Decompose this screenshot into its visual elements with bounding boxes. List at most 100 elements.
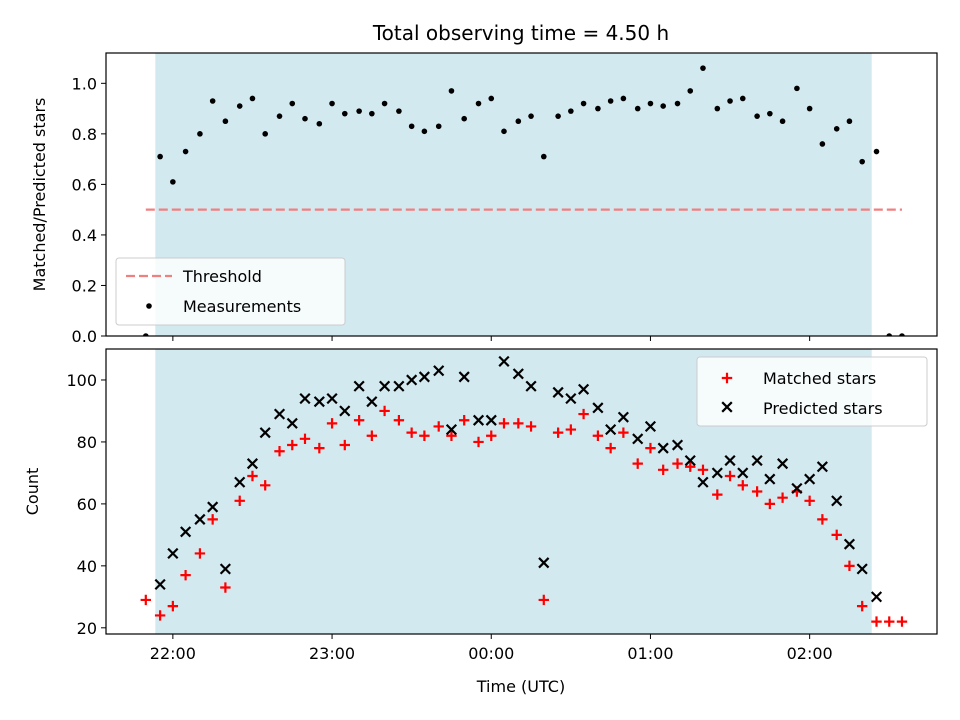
matched-star-point [764, 498, 776, 510]
matched-star-point [896, 616, 908, 627]
measurement-point [488, 95, 495, 102]
matched-star-point [525, 421, 537, 432]
matched-star-point [406, 427, 417, 438]
predicted-star-point [154, 578, 166, 591]
measurement-point [197, 131, 203, 137]
measurement-point [289, 100, 296, 107]
predicted-star-point [684, 454, 696, 467]
measurement-point [381, 100, 388, 107]
legend-box [115, 257, 346, 326]
predicted-star-point [831, 495, 843, 507]
matched-star-point [247, 470, 258, 482]
legend: Threshold Measurements [115, 257, 346, 326]
predicted-star-point [180, 526, 192, 538]
y-tick-label: 0.2 [72, 276, 97, 295]
matched-star-point [154, 610, 166, 621]
measurement-point [448, 88, 455, 94]
predicted-star-point [632, 433, 644, 445]
y-tick-label: 0.8 [72, 125, 97, 144]
predicted-star-point [498, 355, 510, 367]
chart-title: Total observing time = 4.50 h [372, 21, 669, 45]
matched-star-point [220, 582, 231, 593]
series-measurements [142, 65, 905, 336]
measurement-point [846, 118, 853, 125]
y-tick-label: 1.0 [72, 74, 97, 93]
measurement-point [475, 100, 482, 107]
matched-star-point [565, 424, 577, 435]
measurement-point [408, 123, 415, 130]
measurement-point [396, 108, 402, 114]
matched-star-point [552, 427, 564, 438]
x-tick-label: 02:00 [787, 644, 833, 663]
measurement-point [435, 123, 442, 130]
matched-star-point [831, 529, 842, 541]
measurement-point [595, 105, 601, 112]
y-axis-title: Matched/Predicted stars [30, 98, 49, 292]
matched-star-point [366, 430, 378, 441]
matched-star-point [433, 421, 444, 432]
y-tick-label: 20 [77, 619, 97, 638]
matched-star-point [578, 408, 589, 420]
measurement-point [859, 158, 865, 165]
predicted-star-point [751, 454, 763, 467]
measurement-point [528, 113, 534, 119]
matched-star-point [180, 569, 191, 581]
matched-star-point [339, 439, 350, 451]
measurement-point [341, 110, 348, 117]
measurement-point [356, 108, 362, 114]
measurement-point [634, 105, 641, 112]
matched-star-point [856, 600, 868, 612]
predicted-star-point [565, 392, 577, 405]
predicted-star-point [219, 563, 231, 575]
measurement-point [461, 115, 467, 122]
data-layer [142, 65, 905, 336]
predicted-star-point [234, 476, 246, 488]
matched-star-point [446, 430, 457, 441]
predicted-star-point [366, 396, 378, 408]
predicted-star-point [724, 454, 736, 467]
predicted-star-point [313, 396, 325, 408]
matched-star-point [353, 415, 365, 426]
measurement-point [833, 126, 840, 132]
measurement-point [700, 65, 706, 71]
predicted-star-point [393, 380, 405, 392]
measurement-point [302, 115, 308, 122]
predicted-star-point [578, 383, 590, 395]
measurement-point [620, 95, 627, 102]
matched-star-point [817, 514, 828, 525]
predicted-star-point [246, 458, 259, 470]
matched-star-point [724, 470, 736, 482]
axes-frame [105, 52, 938, 337]
measurement-point [779, 118, 786, 125]
matched-star-point [287, 439, 298, 451]
predicted-star-point [791, 482, 803, 494]
matched-star-point [513, 418, 524, 429]
measurement-point [568, 108, 574, 114]
measurement-point [873, 148, 880, 155]
matched-star-point [419, 430, 430, 441]
measurement-point [501, 128, 507, 135]
measurement-point [369, 110, 375, 117]
measurement-point [660, 103, 666, 109]
predicted-star-point [339, 405, 351, 417]
measurement-point [262, 131, 268, 137]
legend-box [696, 356, 928, 427]
predicted-star-point [406, 374, 418, 386]
matched-star-point [234, 495, 245, 506]
predicted-star-point [671, 439, 684, 451]
predicted-star-point [353, 380, 365, 392]
matched-star-point [207, 514, 218, 525]
measurement-point [899, 333, 905, 336]
matched-star-point [632, 458, 643, 469]
axes-frame [105, 348, 938, 635]
series-predicted-stars [154, 355, 883, 603]
predicted-star-point [856, 563, 868, 575]
predicted-star-point [657, 442, 669, 454]
measurement-point [421, 128, 428, 135]
matched-star-point [685, 461, 696, 472]
predicted-star-point [764, 473, 776, 485]
matched-star-point [498, 418, 510, 429]
matched-star-point [538, 594, 549, 606]
measurement-point [222, 118, 229, 125]
